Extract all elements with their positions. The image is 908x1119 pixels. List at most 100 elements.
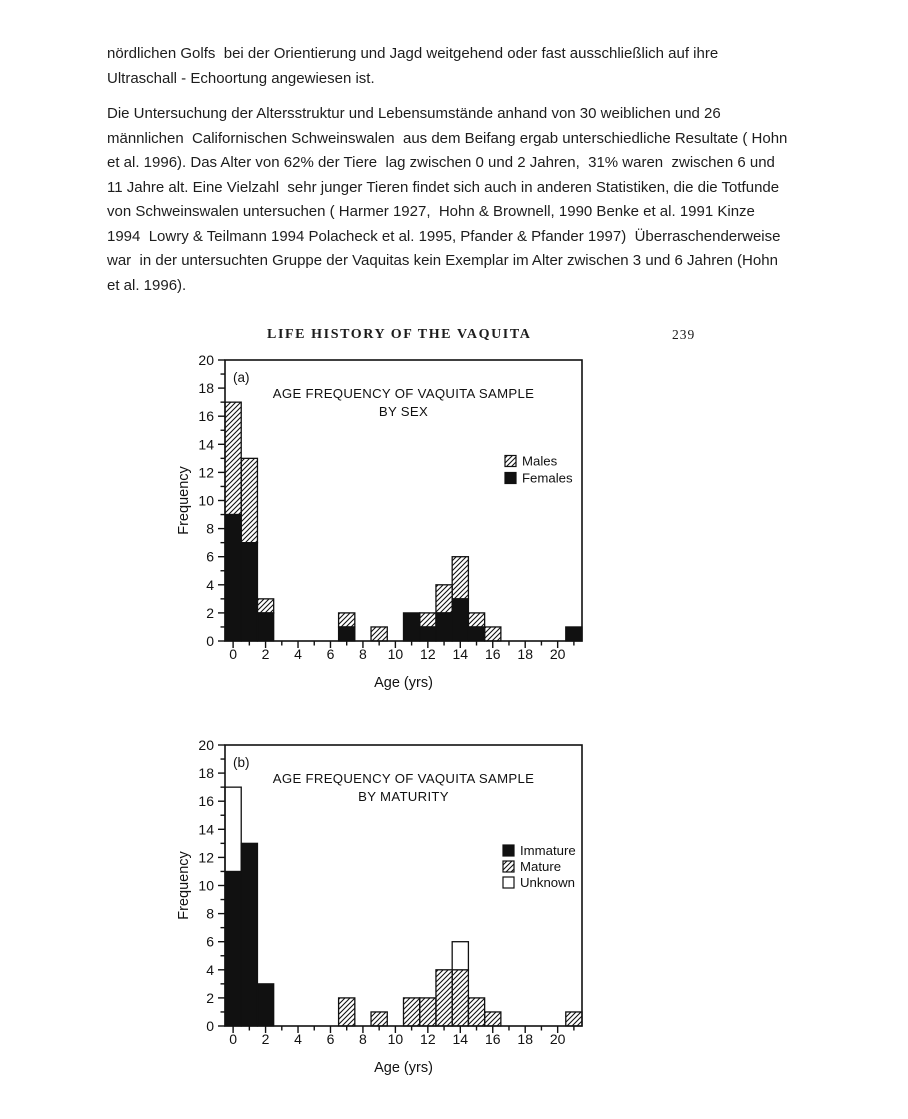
x-tick-label: 20 bbox=[550, 646, 566, 662]
bar-age-0-immature bbox=[224, 870, 242, 1027]
y-tick-label: 4 bbox=[206, 577, 214, 593]
chart-title: AGE FREQUENCY OF VAQUITA SAMPLE bbox=[273, 771, 534, 786]
y-tick-label: 10 bbox=[198, 493, 214, 509]
y-axis-label: Frequency bbox=[176, 466, 192, 535]
y-tick-label: 6 bbox=[206, 934, 214, 950]
chart-panel-a: 0 2 4 6 8 10 12 14 16 18 20 0 2 4 6 8 10 12 14 16 18 20 (a) AGE… bbox=[170, 348, 610, 698]
bar-age-2-males bbox=[256, 598, 275, 614]
legend-label-unknown: Unknown bbox=[520, 875, 575, 890]
bar-age-7-mature bbox=[337, 997, 356, 1027]
chart-panel-b: 0 2 4 6 8 10 12 14 16 18 20 0 2 4 6 8 10 12 14 16 18 20 (b) AGE… bbox=[170, 733, 610, 1083]
x-tick-label: 18 bbox=[517, 646, 533, 662]
bar-age-15-males bbox=[467, 612, 486, 628]
x-axis-label: Age (yrs) bbox=[374, 675, 433, 691]
y-tick-label: 14 bbox=[198, 436, 214, 452]
text-line: et al. 1996). Das Alter von 62% der Tier… bbox=[107, 154, 775, 171]
bar-age-12-mature bbox=[419, 997, 437, 1027]
x-tick-label: 6 bbox=[327, 1031, 335, 1047]
x-tick-label: 14 bbox=[453, 646, 469, 662]
y-tick-label: 8 bbox=[206, 906, 214, 922]
x-tick-label: 6 bbox=[327, 646, 335, 662]
bar-age-0-females bbox=[224, 513, 242, 642]
bar-age-9-males bbox=[370, 626, 388, 642]
x-tick-label: 2 bbox=[262, 646, 270, 662]
bar-age-11-females bbox=[402, 612, 421, 642]
x-tick-label: 0 bbox=[229, 646, 237, 662]
legend-label-immature: Immature bbox=[520, 843, 576, 858]
legend-swatch-unknown bbox=[502, 876, 515, 889]
bar-age-13-mature bbox=[435, 969, 453, 1027]
y-tick-label: 20 bbox=[198, 737, 214, 753]
bar-age-1-males bbox=[240, 457, 259, 544]
text-line: Die Untersuchung der Altersstruktur und … bbox=[107, 105, 721, 122]
x-tick-label: 20 bbox=[550, 1031, 566, 1047]
bar-age-14-unknown bbox=[451, 941, 470, 971]
y-tick-label: 18 bbox=[198, 765, 214, 781]
bar-age-15-mature bbox=[467, 997, 486, 1027]
y-tick-label: 2 bbox=[206, 605, 214, 621]
bar-age-12-males bbox=[419, 612, 437, 628]
y-tick-label: 16 bbox=[198, 793, 214, 809]
legend-swatch-mature bbox=[502, 860, 515, 873]
panel-label: (a) bbox=[233, 370, 250, 385]
chart-svg: 0 2 4 6 8 10 12 14 16 18 20 0 2 4 6 8 10 12 14 16 18 20 (b) AGE… bbox=[176, 737, 583, 1076]
bar-age-14-mature bbox=[451, 969, 470, 1027]
paragraph-2: Die Untersuchung der Altersstruktur und … bbox=[107, 102, 787, 298]
x-tick-label: 10 bbox=[388, 646, 404, 662]
bar-age-7-males bbox=[337, 612, 356, 628]
y-tick-label: 0 bbox=[206, 633, 214, 649]
legend-swatch-males bbox=[504, 454, 517, 468]
journal-header: LIFE HISTORY OF THE VAQUITA 239 bbox=[0, 327, 908, 347]
bar-age-1-immature bbox=[240, 842, 259, 1027]
x-tick-label: 18 bbox=[517, 1031, 533, 1047]
bar-age-0-unknown bbox=[224, 786, 242, 873]
legend-label-females: Females bbox=[522, 471, 573, 486]
paragraph-1: nördlichen Golfs bei der Orientierung un… bbox=[107, 42, 718, 91]
text-line: von Schweinswalen untersuchen ( Harmer 1… bbox=[107, 203, 755, 220]
bar-age-21-females bbox=[565, 626, 583, 642]
bar-age-9-mature bbox=[370, 1011, 388, 1027]
y-tick-label: 10 bbox=[198, 878, 214, 894]
text-line: Ultraschall - Echoortung angewiesen ist. bbox=[107, 69, 375, 87]
bar-age-1-females bbox=[240, 541, 259, 642]
x-tick-label: 8 bbox=[359, 1031, 367, 1047]
bar-age-16-males bbox=[483, 626, 502, 642]
bar-age-12-females bbox=[419, 626, 437, 642]
bar-age-14-females bbox=[451, 598, 470, 642]
text-line: war in der untersuchten Gruppe der Vaqui… bbox=[107, 252, 778, 269]
x-tick-label: 16 bbox=[485, 646, 501, 662]
bar-age-2-immature bbox=[256, 983, 275, 1027]
panel-label: (b) bbox=[233, 755, 250, 770]
chart-subtitle: BY SEX bbox=[379, 404, 428, 419]
text-line: et al. 1996). bbox=[107, 276, 187, 294]
y-tick-label: 0 bbox=[206, 1018, 214, 1034]
y-tick-label: 12 bbox=[198, 849, 214, 865]
x-tick-label: 4 bbox=[294, 646, 302, 662]
text-line: 1994 Lowry & Teilmann 1994 Polacheck et … bbox=[107, 227, 781, 245]
plot-frame bbox=[224, 359, 583, 642]
bar-age-0-males bbox=[224, 401, 242, 516]
legend-swatch-immature bbox=[502, 844, 515, 857]
y-tick-label: 2 bbox=[206, 990, 214, 1006]
journal-page-number: 239 bbox=[672, 327, 696, 342]
text-line: 11 Jahre alt. Eine Vielzahl sehr junger … bbox=[107, 178, 780, 196]
y-tick-label: 8 bbox=[206, 521, 214, 537]
bar-age-13-females bbox=[435, 612, 453, 642]
x-tick-label: 4 bbox=[294, 1031, 302, 1047]
y-tick-label: 6 bbox=[206, 549, 214, 565]
chart-title: AGE FREQUENCY OF VAQUITA SAMPLE bbox=[273, 386, 534, 401]
chart-subtitle: BY MATURITY bbox=[358, 789, 449, 804]
x-tick-label: 0 bbox=[229, 1031, 237, 1047]
legend-label-mature: Mature bbox=[520, 859, 561, 874]
y-tick-label: 18 bbox=[198, 380, 214, 396]
y-tick-label: 16 bbox=[198, 408, 214, 424]
y-tick-label: 14 bbox=[198, 821, 214, 837]
y-tick-label: 20 bbox=[198, 352, 214, 368]
bar-age-15-females bbox=[467, 626, 486, 642]
y-axis-label: Frequency bbox=[176, 851, 192, 920]
legend-label-males: Males bbox=[522, 454, 558, 469]
bar-age-13-males bbox=[435, 584, 453, 614]
y-tick-label: 4 bbox=[206, 962, 214, 978]
x-tick-label: 14 bbox=[453, 1031, 469, 1047]
